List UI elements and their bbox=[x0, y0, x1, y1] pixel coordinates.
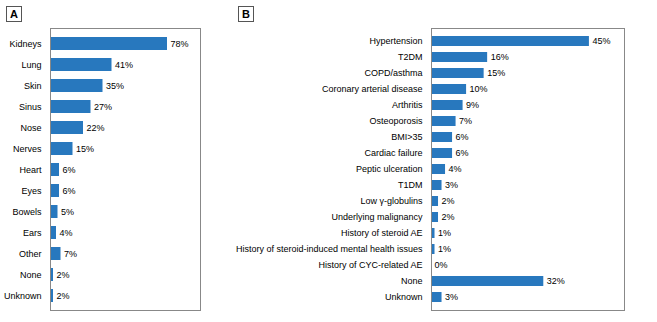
svg-text:Sinus: Sinus bbox=[19, 102, 42, 112]
svg-text:Peptic ulceration: Peptic ulceration bbox=[356, 164, 423, 174]
html-text:B: B bbox=[242, 8, 250, 20]
svg-text:0%: 0% bbox=[435, 260, 448, 270]
svg-text:None: None bbox=[401, 276, 423, 286]
svg-text:10%: 10% bbox=[470, 84, 488, 94]
svg-text:Nose: Nose bbox=[20, 123, 41, 133]
svg-text:22%: 22% bbox=[87, 123, 105, 133]
svg-text:2%: 2% bbox=[57, 270, 70, 280]
svg-text:Lung: Lung bbox=[21, 60, 41, 70]
svg-text:2%: 2% bbox=[442, 212, 455, 222]
svg-text:2%: 2% bbox=[57, 291, 70, 301]
svg-text:History of steroid-induced men: History of steroid-induced mental health… bbox=[236, 244, 423, 254]
svg-text:78%: 78% bbox=[171, 39, 189, 49]
svg-text:6%: 6% bbox=[456, 148, 469, 158]
svg-text:4%: 4% bbox=[60, 228, 73, 238]
svg-text:27%: 27% bbox=[94, 102, 112, 112]
svg-text:BMI>35: BMI>35 bbox=[391, 132, 422, 142]
svg-text:Ears: Ears bbox=[23, 228, 42, 238]
svg-text:Underlying malignancy: Underlying malignancy bbox=[331, 212, 423, 222]
svg-text:15%: 15% bbox=[76, 144, 94, 154]
svg-text:5%: 5% bbox=[61, 207, 74, 217]
svg-text:Eyes: Eyes bbox=[21, 186, 42, 196]
svg-text:3%: 3% bbox=[445, 180, 458, 190]
svg-text:35%: 35% bbox=[106, 81, 124, 91]
svg-text:1%: 1% bbox=[438, 244, 451, 254]
svg-text:45%: 45% bbox=[592, 36, 610, 46]
svg-text:T1DM: T1DM bbox=[398, 180, 423, 190]
svg-text:1%: 1% bbox=[438, 228, 451, 238]
svg-text:6%: 6% bbox=[63, 165, 76, 175]
svg-text:9%: 9% bbox=[466, 100, 479, 110]
svg-text:6%: 6% bbox=[456, 132, 469, 142]
svg-text:Bowels: Bowels bbox=[12, 207, 42, 217]
svg-text:15%: 15% bbox=[487, 68, 505, 78]
svg-text:Nerves: Nerves bbox=[13, 144, 42, 154]
svg-text:32%: 32% bbox=[547, 276, 565, 286]
svg-text:16%: 16% bbox=[491, 52, 509, 62]
svg-text:Heart: Heart bbox=[19, 165, 42, 175]
svg-text:COPD/asthma: COPD/asthma bbox=[364, 68, 422, 78]
svg-text:2%: 2% bbox=[442, 196, 455, 206]
svg-text:Arthritis: Arthritis bbox=[392, 100, 423, 110]
svg-text:Other: Other bbox=[19, 249, 42, 259]
svg-text:6%: 6% bbox=[63, 186, 76, 196]
svg-text:4%: 4% bbox=[449, 164, 462, 174]
svg-text:Kidneys: Kidneys bbox=[9, 39, 42, 49]
svg-text:T2DM: T2DM bbox=[398, 52, 423, 62]
svg-text:History of CYC-related AE: History of CYC-related AE bbox=[318, 260, 422, 270]
svg-text:41%: 41% bbox=[115, 60, 133, 70]
svg-text:Low γ-globulins: Low γ-globulins bbox=[360, 196, 423, 206]
svg-text:7%: 7% bbox=[64, 249, 77, 259]
svg-text:None: None bbox=[20, 270, 42, 280]
svg-text:Skin: Skin bbox=[24, 81, 42, 91]
svg-text:7%: 7% bbox=[459, 116, 472, 126]
svg-text:Unknown: Unknown bbox=[4, 291, 42, 301]
svg-text:Cardiac failure: Cardiac failure bbox=[364, 148, 422, 158]
svg-text:Coronary arterial disease: Coronary arterial disease bbox=[322, 84, 423, 94]
html-text:A: A bbox=[10, 8, 18, 20]
svg-text:History of steroid AE: History of steroid AE bbox=[341, 228, 423, 238]
svg-text:Osteoporosis: Osteoporosis bbox=[369, 116, 423, 126]
svg-text:Unknown: Unknown bbox=[385, 292, 423, 302]
svg-text:Hypertension: Hypertension bbox=[369, 36, 422, 46]
svg-text:3%: 3% bbox=[445, 292, 458, 302]
